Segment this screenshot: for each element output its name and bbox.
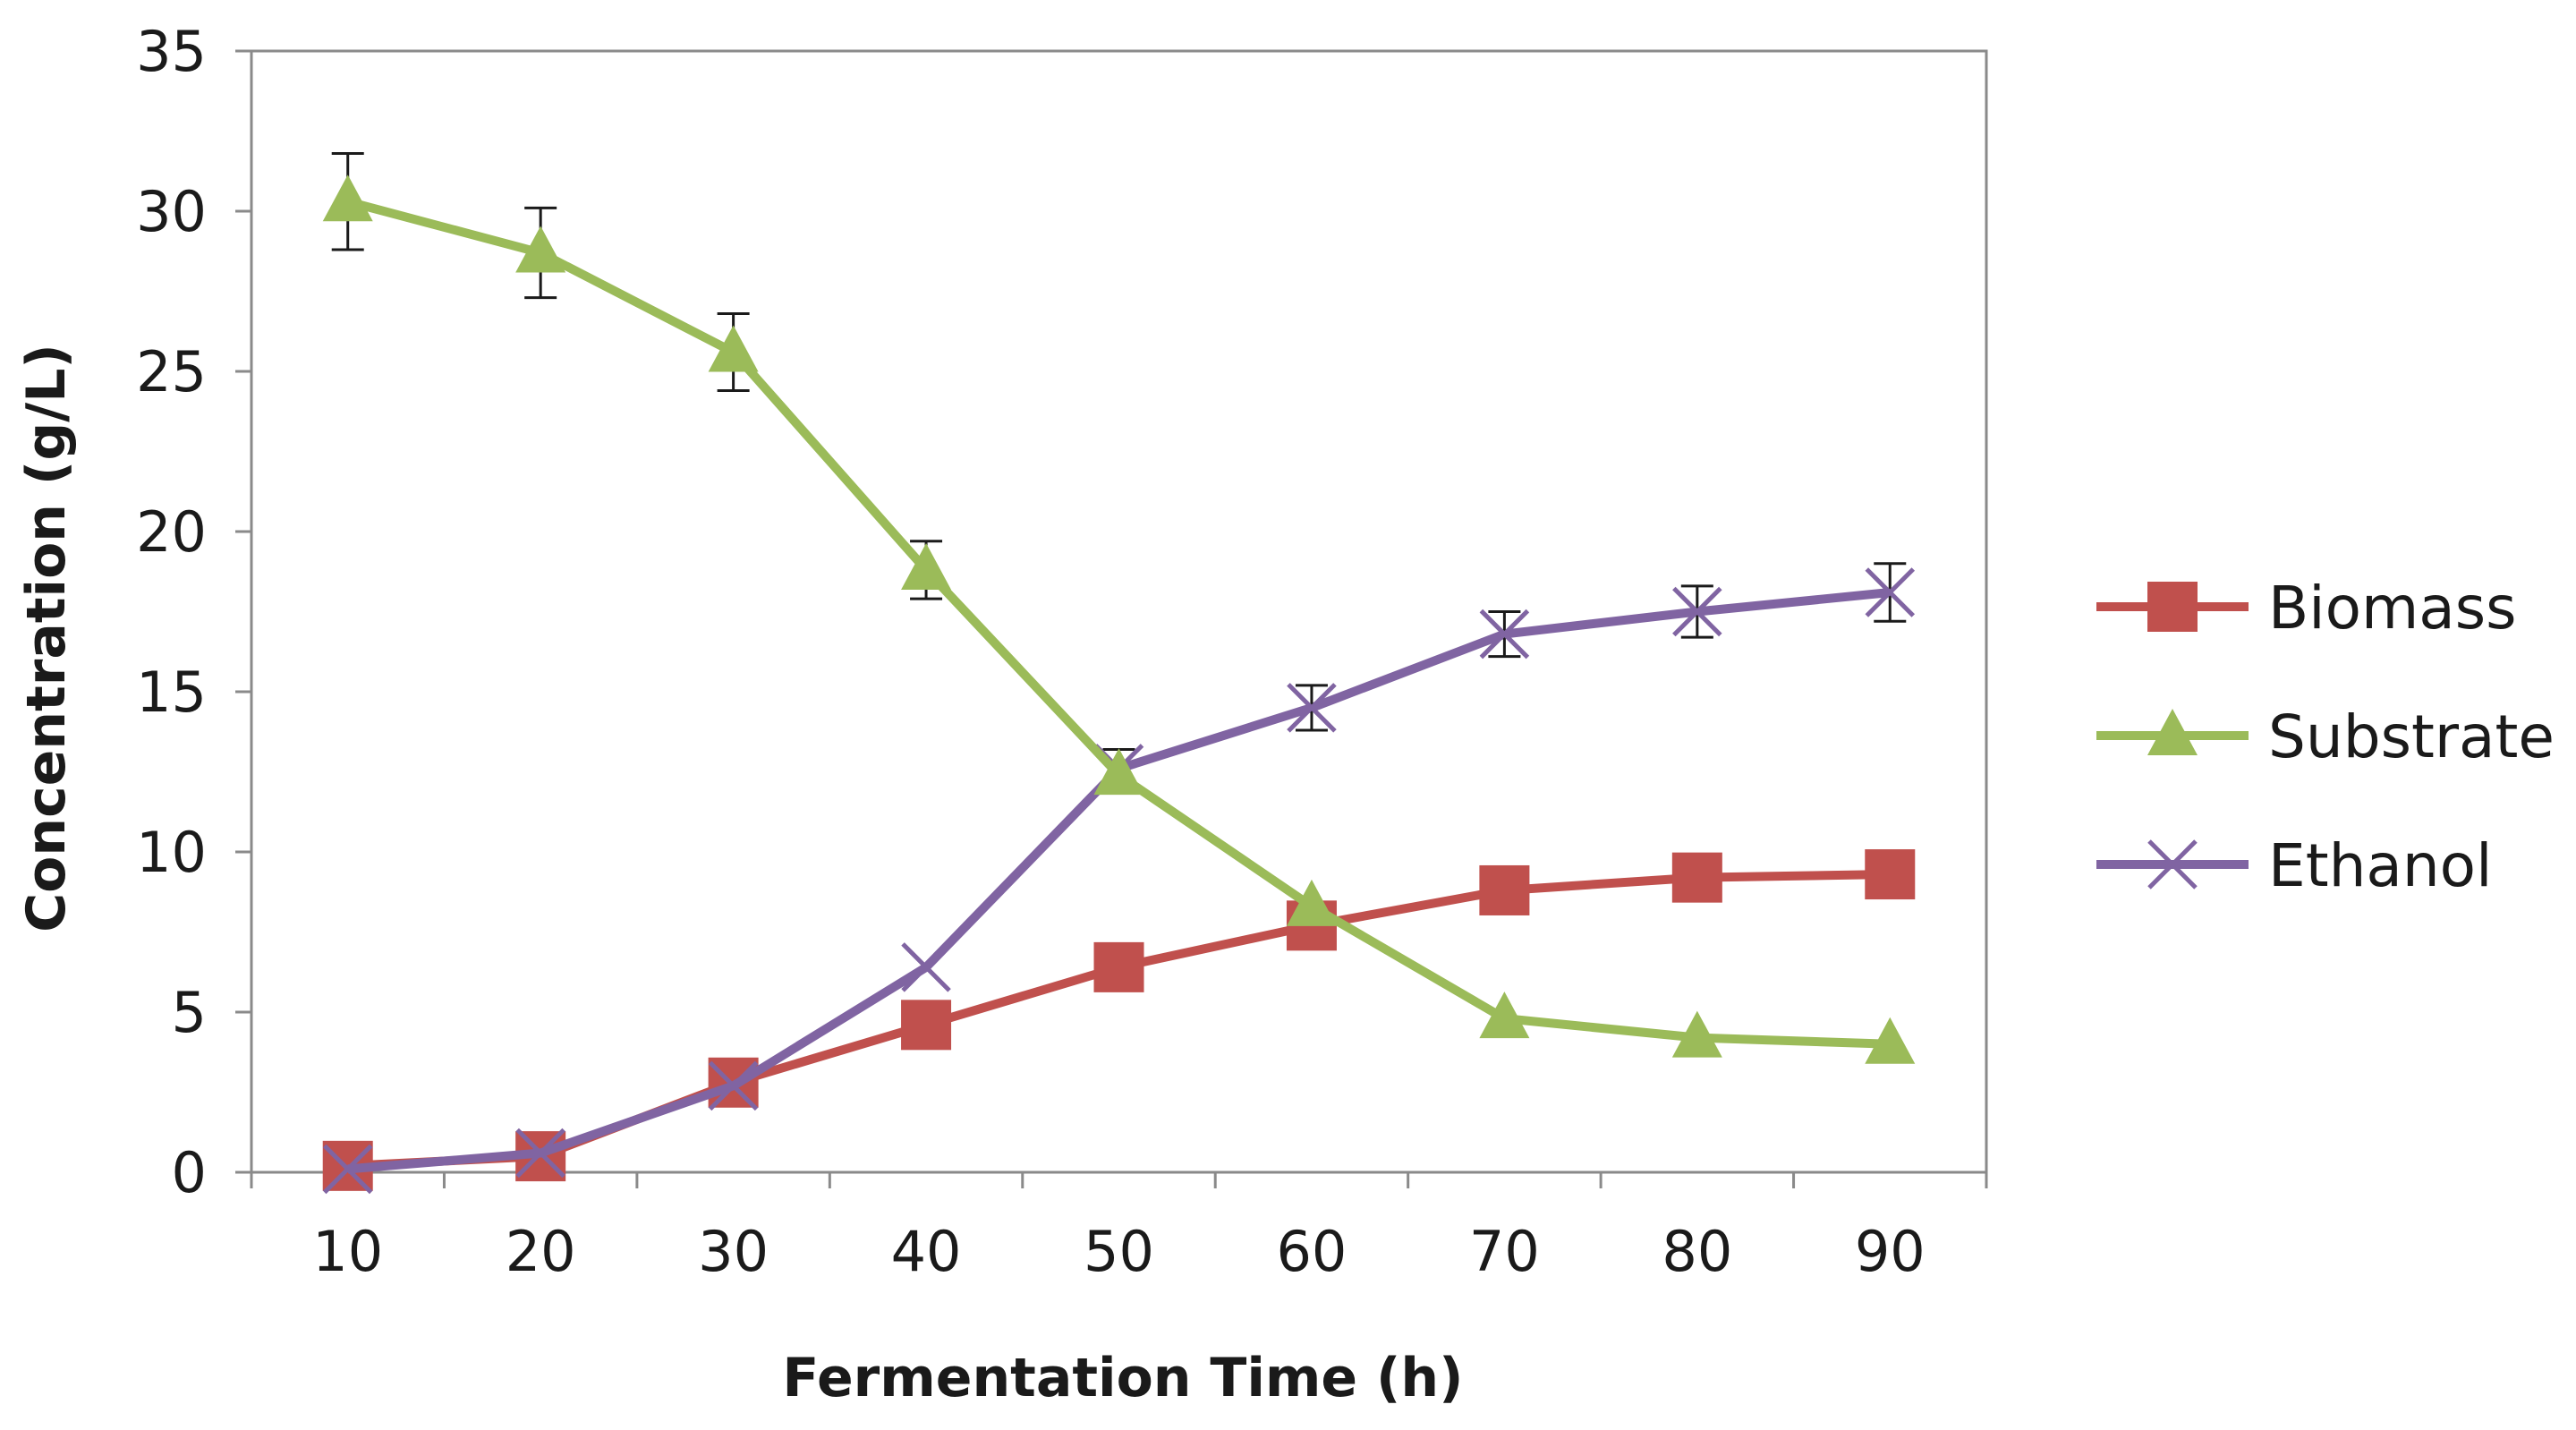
legend-item-ethanol: Ethanol [2096,831,2492,900]
marker-x [1287,683,1337,733]
series-substrate [322,152,1916,1064]
marker-triangle [1479,992,1530,1039]
series-group [322,152,1916,1195]
y-axis: 0 5 10 15 20 25 30 35 [136,19,251,1205]
marker-x [708,1060,759,1111]
y-tick-label: 0 [172,1140,207,1205]
marker-square [1093,941,1144,992]
legend-label: Biomass [2268,574,2517,643]
x-tick-label: 50 [1084,1219,1154,1284]
y-tick-label: 35 [136,19,207,84]
marker-triangle [515,226,566,273]
x-tick-label: 30 [698,1219,769,1284]
y-tick-label: 25 [136,339,207,404]
marker-triangle [1093,748,1144,796]
x-tick-label: 70 [1469,1219,1540,1284]
y-tick-label: 30 [136,179,207,244]
plot-border [250,49,1988,1174]
series-biomass [322,849,1916,1191]
marker-triangle [1671,1010,1722,1058]
marker-x-legend [2147,839,2198,889]
series-line [347,870,1891,1170]
marker-triangle [1286,879,1337,926]
marker-square [1479,864,1530,915]
marker-x [515,1128,565,1179]
legend-item-biomass: Biomass [2096,574,2517,643]
legend-item-substrate: Substrate [2096,702,2555,771]
marker-triangle [708,325,759,372]
marker-square [1865,849,1916,900]
plot-area [250,49,1988,1174]
marker-square-legend [2147,582,2198,632]
marker-x [1672,586,1722,637]
x-tick-label: 10 [312,1219,383,1284]
marker-x [901,942,951,992]
marker-triangle [901,542,952,590]
marker-square [901,1000,952,1051]
marker-triangle [322,174,373,222]
x-tick-label: 40 [891,1219,962,1284]
x-tick-label: 90 [1855,1219,1926,1284]
marker-x [322,1144,373,1195]
marker-triangle [1865,1017,1916,1064]
x-axis-title: Fermentation Time (h) [782,1347,1463,1409]
marker-triangle-legend [2147,709,2198,755]
legend: Biomass Substrate Ethanol [2096,574,2555,900]
y-tick-label: 20 [136,499,207,565]
legend-label: Ethanol [2268,831,2492,900]
y-axis-title: Concentration (g/L) [15,344,78,932]
marker-x [1865,567,1916,617]
marker-square [1671,852,1722,903]
y-tick-label: 5 [172,980,207,1045]
marker-x [1479,609,1530,660]
y-tick-label: 10 [136,820,207,885]
x-axis: 10 20 30 40 50 60 70 80 90 [250,1172,1988,1284]
x-tick-label: 60 [1276,1219,1347,1284]
y-tick-label: 15 [136,660,207,725]
x-tick-label: 20 [506,1219,576,1284]
x-tick-label: 80 [1662,1219,1732,1284]
legend-label: Substrate [2268,702,2555,771]
series-line [346,197,1891,1049]
